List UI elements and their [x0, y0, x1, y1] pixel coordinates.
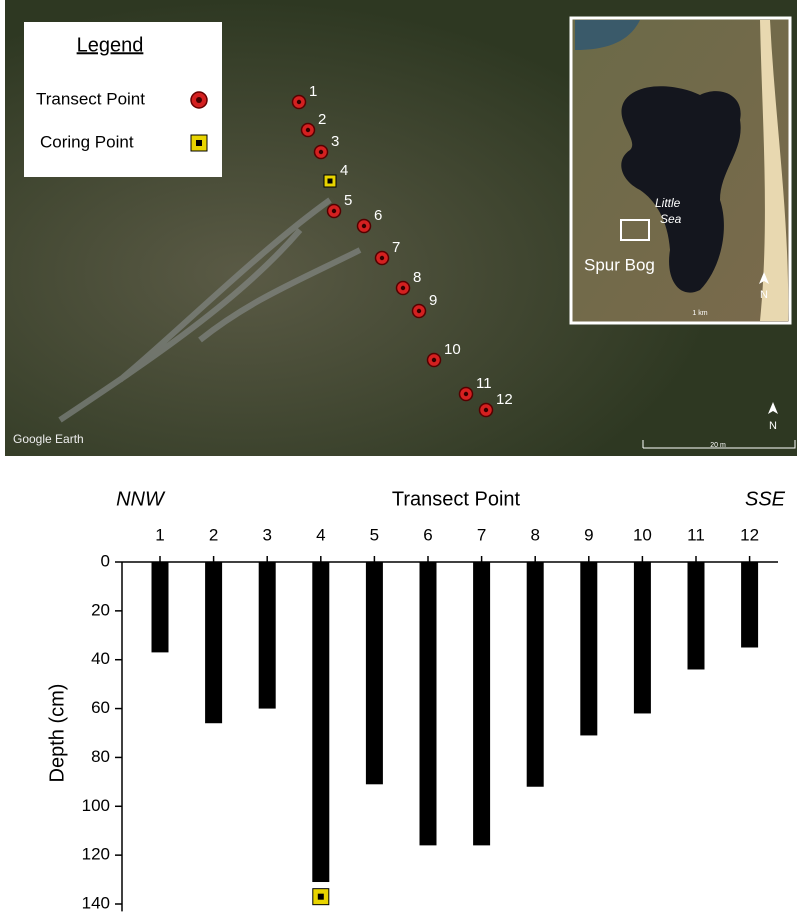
x-tick-label: 9	[584, 525, 593, 544]
transect-point-center	[400, 285, 406, 291]
chart-title: Transect Point	[392, 488, 521, 510]
inset-north-label: N	[760, 289, 768, 301]
transect-point-center	[483, 407, 489, 413]
point-label: 5	[344, 192, 352, 209]
transect-point-center	[331, 208, 337, 214]
x-tick-label: 2	[209, 525, 218, 544]
legend-title: Legend	[77, 34, 144, 56]
lake-label: Little	[655, 196, 681, 210]
x-tick-label: 8	[530, 525, 539, 544]
y-tick-label: 140	[82, 893, 110, 912]
x-tick-label: 6	[423, 525, 432, 544]
scale-bar	[642, 440, 796, 449]
point-label: 4	[340, 162, 348, 179]
transect-point-center	[305, 127, 311, 133]
x-tick-label: 4	[316, 525, 325, 544]
transect-point-center	[379, 255, 385, 261]
inset-map: Little Sea Spur Bog 1 km N	[569, 16, 792, 325]
bar	[687, 562, 705, 670]
transect-point-center	[361, 223, 367, 229]
scale-label: 20 m	[710, 442, 726, 449]
north-arrow	[768, 402, 778, 414]
bar	[580, 562, 598, 736]
lake	[621, 86, 741, 293]
point-label: 2	[318, 111, 326, 128]
x-tick-label: 11	[687, 525, 705, 544]
x-tick-label: 5	[370, 525, 379, 544]
y-tick-label: 60	[91, 698, 110, 717]
legend-item: Coring Point	[40, 132, 134, 151]
x-tick-label: 3	[262, 525, 271, 544]
x-tick-label: 10	[633, 525, 652, 544]
point-label: 1	[309, 83, 317, 100]
x-tick-label: 1	[155, 525, 164, 544]
site-box	[620, 219, 650, 241]
site-label: Spur Bog	[584, 255, 655, 274]
coring-point-center	[327, 178, 333, 184]
bar	[365, 562, 383, 785]
y-axis-label: Depth (cm)	[46, 684, 68, 783]
bar	[312, 562, 330, 883]
bar	[205, 562, 223, 724]
x-tick-label: 7	[477, 525, 486, 544]
bar-chart: NNW Transect Point SSE Depth (cm) 0 20 40 6…	[46, 488, 785, 912]
bar	[473, 562, 491, 846]
y-tick-label: 120	[82, 845, 110, 864]
map-texture	[58, 197, 362, 423]
legend-item: Transect Point	[36, 89, 145, 108]
y-tick-label: 20	[91, 600, 110, 619]
transect-point-center	[416, 308, 422, 314]
y-tick-label: 0	[101, 551, 110, 570]
bar	[526, 562, 544, 787]
coring-marker-center	[317, 893, 324, 900]
beach	[760, 20, 789, 321]
point-label: 7	[392, 239, 400, 256]
bar	[419, 562, 437, 846]
point-label: 9	[429, 292, 437, 309]
attribution: Google Earth	[13, 432, 84, 446]
y-tick-label: 100	[82, 796, 110, 815]
transect-point-center	[296, 99, 302, 105]
point-label: 3	[331, 133, 339, 150]
bar	[741, 562, 759, 648]
point-label: 10	[444, 341, 461, 358]
satellite-map: Legend Transect Point Coring Point Littl…	[5, 0, 797, 456]
legend-box	[24, 22, 222, 177]
point-label: 6	[374, 207, 382, 224]
point-label: 11	[476, 375, 492, 392]
bar	[633, 562, 651, 714]
left-direction: NNW	[116, 488, 166, 510]
transect-point-center	[431, 357, 437, 363]
x-tick-label: 12	[740, 525, 759, 544]
transect-point-center	[318, 149, 324, 155]
legend-circle-center	[196, 97, 202, 103]
legend-square-center	[196, 140, 202, 146]
inset-north-arrow	[759, 272, 769, 284]
inset-scale-label: 1 km	[692, 310, 707, 317]
y-tick-label: 40	[91, 649, 110, 668]
bar	[258, 562, 276, 709]
y-tick-label: 80	[91, 747, 110, 766]
point-label: 12	[496, 391, 513, 408]
bar	[151, 562, 169, 653]
water	[575, 20, 640, 50]
point-label: 8	[413, 269, 421, 286]
north-label: N	[769, 420, 777, 432]
lake-label: Sea	[660, 212, 682, 226]
transect-point-center	[463, 391, 469, 397]
right-direction: SSE	[745, 488, 786, 510]
